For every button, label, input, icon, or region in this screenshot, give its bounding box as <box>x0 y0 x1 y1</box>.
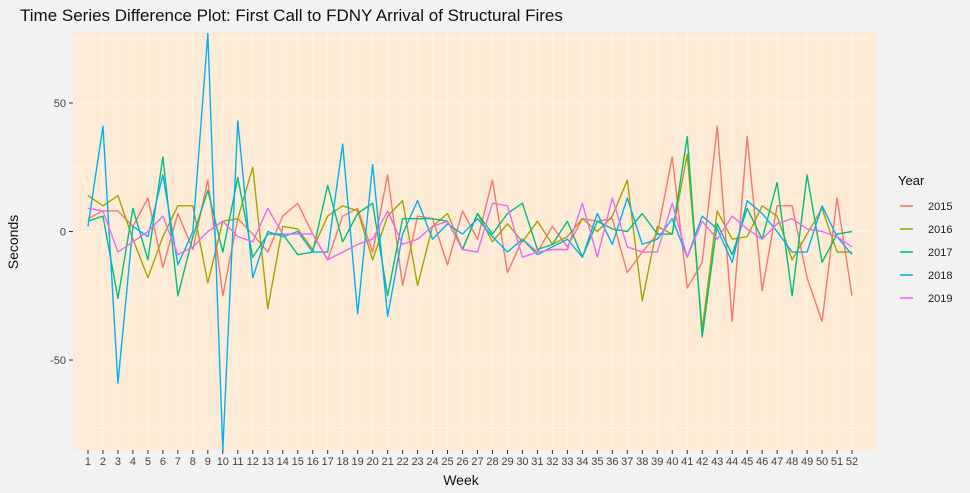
x-tick-label: 26 <box>456 456 468 468</box>
x-tick-label: 2 <box>100 456 106 468</box>
x-tick-label: 21 <box>381 456 393 468</box>
x-tick-label: 3 <box>115 456 121 468</box>
x-tick-label: 48 <box>786 456 798 468</box>
y-tick-label: 0 <box>60 227 66 239</box>
x-tick-label: 5 <box>145 456 151 468</box>
y-tick-label: -50 <box>50 355 66 367</box>
x-tick-label: 45 <box>741 456 753 468</box>
x-tick-label: 10 <box>217 456 229 468</box>
x-tick-label: 30 <box>516 456 528 468</box>
y-tick-label: 50 <box>54 98 66 110</box>
x-axis: 1 2 3 4 5 6 7 8 9 10 11 12 13 14 15 16 17 18 19 20 21 22 23 24 2… <box>85 450 858 468</box>
x-tick-label: 20 <box>367 456 379 468</box>
x-tick-label: 7 <box>175 456 181 468</box>
series-line-2018 <box>87 32 853 451</box>
x-tick-label: 27 <box>471 456 483 468</box>
y-axis: -50 0 50 <box>50 98 73 367</box>
grid <box>73 31 876 450</box>
plot-panel <box>73 31 876 450</box>
x-tick-label: 16 <box>307 456 319 468</box>
x-tick-label: 50 <box>816 456 828 468</box>
x-tick-label: 51 <box>831 456 843 468</box>
legend-label-2016: 2016 <box>928 224 952 236</box>
x-tick-label: 4 <box>130 456 136 468</box>
x-tick-label: 33 <box>561 456 573 468</box>
x-tick-label: 18 <box>337 456 349 468</box>
x-tick-label: 52 <box>846 456 858 468</box>
series-lines <box>87 32 853 451</box>
x-tick-label: 46 <box>756 456 768 468</box>
x-tick-label: 15 <box>292 456 304 468</box>
x-tick-label: 36 <box>606 456 618 468</box>
x-tick-label: 37 <box>621 456 633 468</box>
x-tick-label: 41 <box>681 456 693 468</box>
x-tick-label: 32 <box>546 456 558 468</box>
x-tick-label: 9 <box>205 456 211 468</box>
x-tick-label: 6 <box>160 456 166 468</box>
x-tick-label: 8 <box>190 456 196 468</box>
x-tick-label: 1 <box>85 456 91 468</box>
x-tick-label: 40 <box>666 456 678 468</box>
legend: Year 2015 2016 2017 2018 2019 <box>898 173 952 307</box>
x-tick-label: 14 <box>277 456 289 468</box>
x-tick-label: 11 <box>232 456 243 468</box>
x-tick-label: 29 <box>501 456 513 468</box>
x-tick-label: 28 <box>486 456 498 468</box>
legend-label-2018: 2018 <box>928 270 952 282</box>
x-tick-label: 34 <box>576 456 588 468</box>
x-tick-label: 35 <box>591 456 603 468</box>
legend-label-2017: 2017 <box>928 247 952 259</box>
y-axis-title: Seconds <box>5 215 21 269</box>
x-tick-label: 23 <box>411 456 423 468</box>
x-tick-label: 49 <box>801 456 813 468</box>
x-tick-label: 39 <box>651 456 663 468</box>
x-tick-label: 19 <box>352 456 364 468</box>
x-tick-label: 38 <box>636 456 648 468</box>
chart-title: Time Series Difference Plot: First Call … <box>20 6 563 25</box>
series-line-2019 <box>87 197 853 261</box>
series-line-2017 <box>87 135 853 338</box>
x-axis-title: Week <box>443 472 480 488</box>
x-tick-label: 25 <box>441 456 453 468</box>
x-tick-label: 31 <box>531 456 543 468</box>
x-tick-label: 24 <box>426 456 438 468</box>
x-tick-label: 43 <box>711 456 723 468</box>
legend-title: Year <box>898 173 925 188</box>
x-tick-label: 17 <box>322 456 334 468</box>
x-tick-label: 12 <box>247 456 259 468</box>
x-tick-label: 13 <box>262 456 274 468</box>
x-tick-label: 22 <box>396 456 408 468</box>
x-tick-label: 47 <box>771 456 783 468</box>
legend-label-2015: 2015 <box>928 201 952 213</box>
legend-label-2019: 2019 <box>928 293 952 305</box>
x-tick-label: 44 <box>726 456 738 468</box>
x-tick-label: 42 <box>696 456 708 468</box>
